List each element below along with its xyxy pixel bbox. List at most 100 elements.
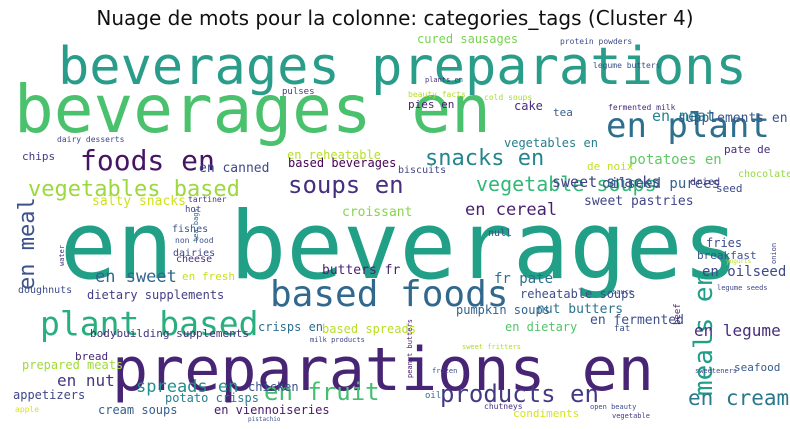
- word-non-food: non food: [175, 236, 214, 245]
- word-beverages-preparations: beverages preparations: [58, 37, 747, 97]
- word-chicken: chicken: [248, 380, 299, 394]
- word-spreads-en: spreads en: [136, 377, 238, 397]
- word-onion: onion: [770, 243, 778, 264]
- word-based-spreads: based spreads: [322, 322, 416, 336]
- word-open-beauty: open beauty: [590, 403, 636, 411]
- word-preparations-en: preparations en: [112, 335, 654, 405]
- word-chocolate: chocolate: [738, 169, 790, 180]
- word-en-legume: en legume: [694, 321, 781, 340]
- word-pulses: pulses: [282, 87, 315, 97]
- word-tea: tea: [553, 106, 573, 119]
- word-supplements-en: supplements en: [678, 111, 788, 126]
- word-cold-soups: cold soups: [484, 93, 532, 102]
- word-butters-fr: butters fr: [322, 263, 400, 278]
- word-en-sweet: en sweet: [95, 267, 177, 287]
- word-oil: oil: [425, 391, 441, 401]
- word-fr-pate: fr pate: [494, 271, 553, 287]
- word-en-viennoiseries: en viennoiseries: [214, 403, 330, 417]
- word-de-noix: de noix: [587, 160, 634, 173]
- word-legume-seeds: legume seeds: [717, 284, 768, 292]
- word-plants-en: plants en: [425, 76, 463, 84]
- word-sweet-fritters: sweet fritters: [462, 343, 521, 351]
- word-pate-de: pate de: [724, 143, 770, 156]
- word-yogurts: yogurts: [726, 258, 752, 265]
- word-en-nut: en nut: [57, 371, 115, 390]
- word-products-en: products en: [440, 380, 599, 408]
- word-dietary-supplements: dietary supplements: [87, 288, 224, 302]
- word-salty-snacks: salty snacks: [92, 194, 186, 209]
- word-meals-en: meals en: [689, 271, 719, 396]
- word-protein-powders: protein powders: [560, 37, 632, 46]
- word-foods-en: foods en: [80, 144, 215, 177]
- word-cake: cake: [514, 99, 543, 113]
- word-potatoes-en: potatoes en: [629, 152, 722, 168]
- word-vegetable: vegetable: [612, 412, 650, 420]
- word-seed: seed: [716, 182, 743, 195]
- word-pistachio: pistachio: [248, 416, 281, 423]
- word-sweet-pastries: sweet pastries: [584, 194, 694, 209]
- word-legume-butters: legume butters: [593, 61, 661, 70]
- word-en-meat: en meat: [652, 107, 715, 125]
- word-based-beverages: based beverages: [288, 156, 396, 170]
- word-beef: beef: [673, 303, 683, 325]
- word-crisps-en: crisps en: [258, 320, 323, 334]
- word-sauce: sauce: [612, 288, 633, 296]
- word-fishes: fishes: [172, 224, 208, 235]
- word-cream-soups: cream soups: [98, 403, 177, 417]
- word-vegetables-en: vegetables en: [504, 136, 598, 150]
- word-peanut-butters: peanut butters: [406, 319, 414, 378]
- word-en-fresh: en fresh: [182, 270, 235, 283]
- word-bodybuilding-supplements: bodybuilding supplements: [90, 327, 249, 340]
- word-en-beverages: en beverages: [60, 192, 739, 301]
- word-water: water: [58, 245, 66, 266]
- word-oilseed-purees: oilseed purees: [602, 176, 720, 192]
- word-en-canned: en canned: [199, 161, 269, 176]
- word-fermented-milk: fermented milk: [608, 103, 676, 112]
- word-condiments: condiments: [513, 407, 579, 420]
- word-potato-crisps: potato crisps: [165, 391, 259, 405]
- word-breakfast: breakfast: [697, 249, 757, 262]
- word-croissant: croissant: [342, 205, 412, 220]
- word-seafood: seafood: [734, 361, 780, 374]
- word-vegetable-soups: vegetable soups: [476, 172, 657, 196]
- word-en-cream: en cream: [688, 386, 789, 410]
- word-dairy-desserts: dairy desserts: [57, 135, 125, 144]
- word-plant-based: plant based: [40, 304, 259, 343]
- word-fries: fries: [706, 236, 742, 250]
- word-hot: hot: [185, 205, 201, 215]
- word-dried: dried: [690, 177, 720, 188]
- word-beauty-facts: beauty facts: [408, 90, 466, 99]
- word-chutneys: chutneys: [484, 402, 523, 411]
- word-reheatable-soups: reheatable soups: [520, 287, 636, 301]
- word-null: null: [488, 228, 512, 239]
- word-en-meal: en meal: [15, 197, 40, 290]
- word-chips: chips: [22, 150, 55, 163]
- word-en-reheatable: en reheatable: [287, 148, 381, 162]
- word-en-cereal: en cereal: [465, 200, 557, 220]
- word-en-fermented: en fermented: [590, 313, 684, 328]
- word-milk-products: milk products: [310, 336, 365, 344]
- word-prepared-meats: prepared meats: [22, 358, 123, 372]
- word-sweet-snacks: sweet snacks: [552, 173, 660, 191]
- word-pumpkin-soups: pumpkin soups: [456, 303, 550, 317]
- word-tartiner: tartiner: [188, 195, 227, 204]
- word-en-plant: en plant: [606, 106, 770, 146]
- word-vegetables-based: vegetables based: [28, 177, 240, 202]
- word-bread: bread: [75, 350, 108, 363]
- word-dairies: dairies: [173, 248, 215, 259]
- word-tea-bags: tea bags: [192, 208, 200, 242]
- word-biscuits: biscuits: [398, 165, 446, 176]
- word-sweeteners: sweeteners: [695, 367, 737, 375]
- word-pies-en: pies en: [408, 98, 454, 111]
- word-frozen: frozen: [432, 367, 457, 375]
- word-based-foods: based foods: [270, 274, 508, 315]
- word-en-oilseed: en oilseed: [702, 264, 786, 280]
- word-cured-sausages: cured sausages: [417, 32, 518, 46]
- word-en-dietary: en dietary: [505, 320, 577, 334]
- word-cheese: cheese: [176, 254, 212, 265]
- word-beverages-en: beverages en: [14, 71, 491, 148]
- word-nut-butters: nut butters: [537, 302, 623, 317]
- word-soups-en: soups en: [288, 171, 404, 199]
- word-snacks-en: snacks en: [425, 146, 544, 171]
